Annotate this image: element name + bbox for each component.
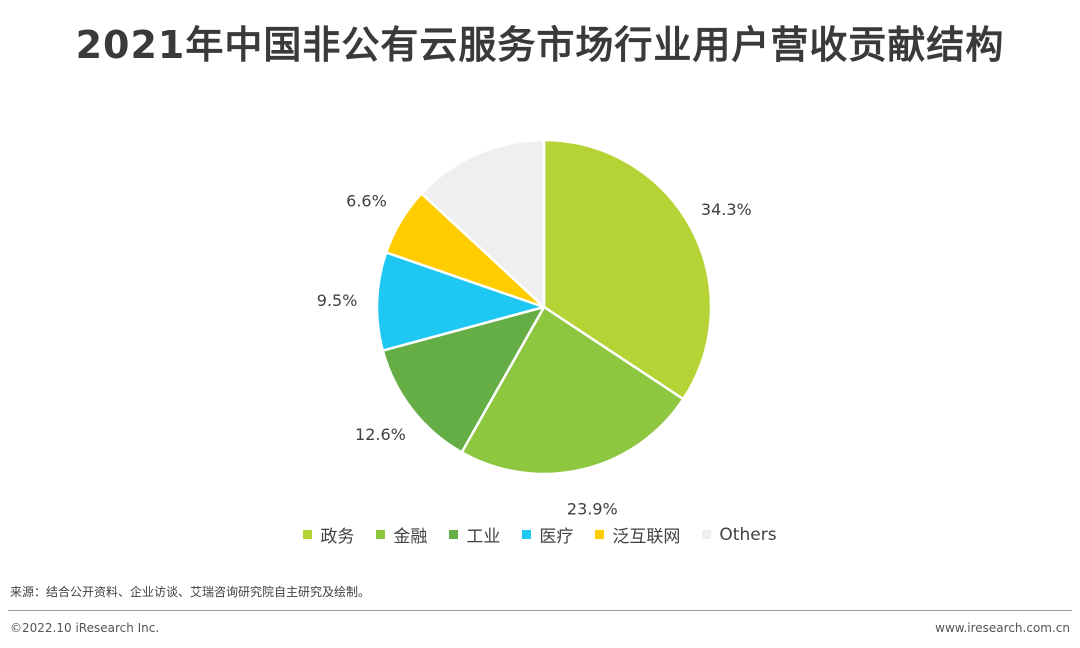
legend-label: 金融 bbox=[393, 527, 428, 547]
legend-swatch bbox=[702, 530, 712, 539]
copyright-text: ©2022.10 iResearch Inc. bbox=[10, 621, 160, 635]
data-label-2: 12.6% bbox=[355, 425, 406, 444]
legend-item-0: 政务 bbox=[303, 522, 354, 547]
pie-data-labels: 34.3% 23.9% 12.6% 9.5% 6.6% bbox=[317, 192, 752, 519]
pie-slice-3 bbox=[375, 251, 546, 352]
legend-label: 政务 bbox=[320, 527, 355, 547]
website-text: www.iresearch.com.cn bbox=[935, 621, 1070, 635]
source-note: 来源：结合公开资料、企业访谈、艾瑞咨询研究院自主研究及绘制。 bbox=[10, 585, 371, 599]
legend-swatch bbox=[595, 530, 605, 539]
pie-slice-5 bbox=[420, 138, 546, 309]
data-label-3: 9.5% bbox=[317, 291, 358, 310]
legend-swatch bbox=[303, 530, 313, 539]
legend-label: 泛互联网 bbox=[612, 527, 681, 547]
chart-title: 2021年中国非公有云服务市场行业用户营收贡献结构 bbox=[75, 23, 1005, 67]
pie-slice-1 bbox=[460, 305, 685, 476]
legend-item-3: 医疗 bbox=[522, 522, 573, 547]
legend-item-1: 金融 bbox=[376, 522, 427, 547]
legend-item-4: 泛互联网 bbox=[595, 522, 680, 547]
chart-legend: 政务 金融 工业 医疗 泛互联网 Others bbox=[0, 522, 1080, 547]
data-label-1: 23.9% bbox=[567, 499, 618, 518]
legend-label: 医疗 bbox=[539, 527, 574, 547]
legend-item-2: 工业 bbox=[449, 522, 500, 547]
pie-slices bbox=[375, 138, 713, 476]
legend-swatch bbox=[376, 530, 386, 539]
legend-label: 工业 bbox=[466, 527, 501, 547]
legend-item-5: Others bbox=[702, 522, 777, 547]
pie-slice-2 bbox=[381, 305, 546, 454]
data-label-4: 6.6% bbox=[346, 192, 387, 211]
footer-divider bbox=[8, 610, 1072, 611]
legend-label: Others bbox=[719, 524, 777, 545]
legend-swatch bbox=[449, 530, 459, 539]
data-label-0: 34.3% bbox=[701, 200, 752, 219]
legend-swatch bbox=[522, 530, 532, 539]
